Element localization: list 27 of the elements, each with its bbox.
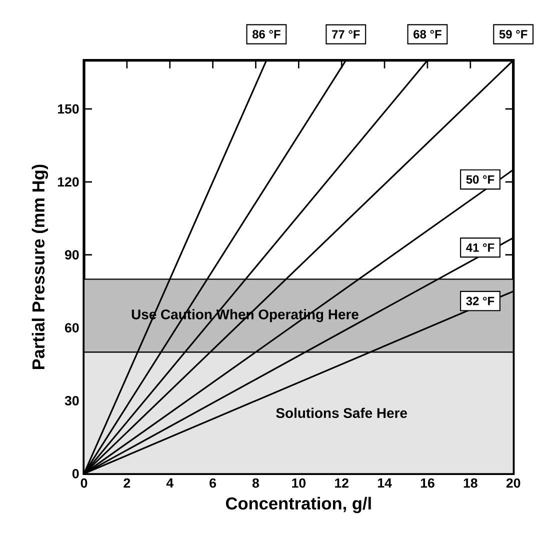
x-tick-label: 6 [210, 478, 216, 488]
legend-label: 50 °F [466, 175, 494, 184]
y-axis-title: Partial Pressure (mm Hg) [32, 164, 48, 370]
y-tick-label: 0 [72, 468, 79, 478]
y-tick-label: 120 [58, 177, 79, 187]
x-tick-label: 16 [420, 478, 434, 488]
x-tick-label: 10 [292, 478, 306, 488]
x-tick-label: 14 [378, 478, 392, 488]
y-tick-label: 150 [58, 104, 79, 114]
x-tick-label: 4 [166, 478, 174, 488]
x-tick-label: 12 [335, 478, 348, 488]
x-axis-title: Concentration, g/l [226, 496, 371, 514]
band-label: Solutions Safe Here [276, 408, 407, 418]
series-label: 32 °F [466, 296, 494, 306]
x-tick-label: 0 [80, 478, 88, 488]
y-tick-label: 30 [64, 396, 79, 406]
y-tick-label: 60 [65, 323, 79, 332]
y-tick-label: 90 [64, 250, 79, 260]
x-tick-label: 8 [252, 478, 260, 488]
x-tick-label: 18 [464, 478, 478, 488]
text: 68 °F [414, 30, 442, 38]
text: 77 °F [332, 30, 360, 38]
text: 86 °F [252, 30, 280, 38]
legend-label: 41 °F [466, 243, 494, 252]
x-tick-label: 20 [506, 478, 520, 488]
text: 59 °F [499, 30, 528, 38]
x-tick-label: 2 [124, 478, 130, 488]
